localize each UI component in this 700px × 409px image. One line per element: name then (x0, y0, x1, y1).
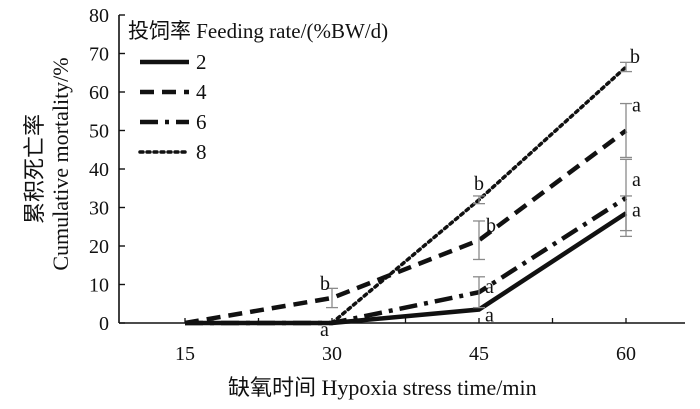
x-tick-label: 15 (175, 343, 195, 365)
y-tick-label: 0 (99, 313, 109, 335)
series-line-6 (185, 195, 628, 326)
significance-label: a (485, 305, 494, 327)
chart-legend: 投饲率 Feeding rate/(%BW/d) 2 4 6 8 (128, 19, 388, 164)
legend-label: 8 (196, 140, 207, 164)
significance-label: b (486, 215, 496, 237)
significance-label: b (474, 173, 484, 195)
significance-label: a (632, 169, 641, 191)
legend-label: 4 (196, 80, 207, 104)
significance-label: b (320, 273, 330, 295)
x-tick-label: 30 (322, 343, 342, 365)
y-tick-label: 50 (89, 121, 109, 143)
chart-series (184, 61, 632, 326)
legend-title: 投饲率 Feeding rate/(%BW/d) (128, 19, 388, 43)
y-tick-label: 40 (89, 159, 109, 181)
y-tick-label: 10 (89, 275, 109, 297)
y-axis-title-en: Cumulative mortality/% (48, 57, 73, 270)
legend-label: 2 (196, 50, 207, 74)
significance-label: a (485, 276, 494, 298)
y-tick-label: 30 (89, 198, 109, 220)
significance-label: a (632, 95, 641, 117)
y-axis-title-cn: 累积死亡率 (22, 114, 47, 224)
y-tick-label: 80 (89, 5, 109, 27)
significance-label: b (630, 46, 640, 68)
significance-label: a (320, 319, 329, 341)
x-axis-title: 缺氧时间 Hypoxia stress time/min (228, 375, 537, 400)
y-tick-label: 70 (89, 44, 109, 66)
series-line-4 (184, 128, 628, 326)
significance-label: a (632, 199, 641, 221)
y-tick-label: 20 (89, 236, 109, 258)
legend-label: 6 (196, 110, 207, 134)
chart-axes: 0 10 20 30 40 50 60 70 80 15 30 45 60 缺氧时间 Hypoxia st… (22, 5, 685, 400)
y-tick-label: 60 (89, 82, 109, 104)
x-tick-label: 60 (616, 343, 636, 365)
x-tick-label: 45 (469, 343, 489, 365)
